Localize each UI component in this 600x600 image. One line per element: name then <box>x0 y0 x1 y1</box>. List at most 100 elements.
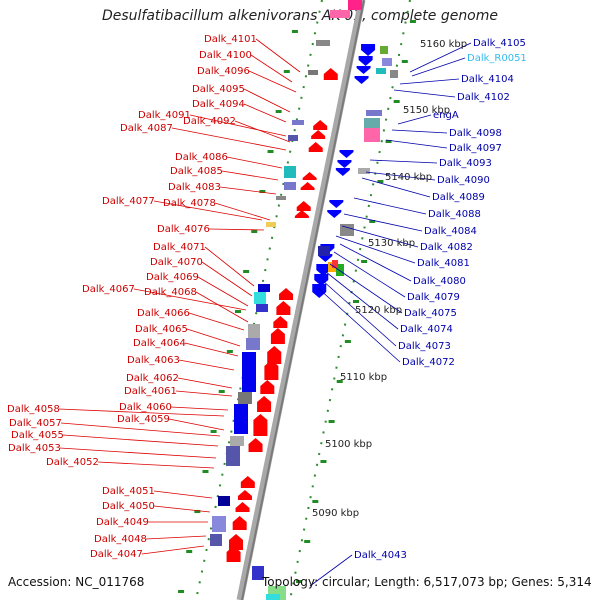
label-leader <box>329 263 403 314</box>
gene-block <box>358 168 370 174</box>
gene-label-right[interactable]: Dalk_4102 <box>457 92 510 103</box>
label-leader <box>214 202 271 221</box>
forward-gene <box>240 476 255 488</box>
label-leader <box>60 422 221 437</box>
tick-mark <box>296 580 303 583</box>
tick-mark <box>344 340 351 343</box>
gene-label-right[interactable]: Dalk_4097 <box>449 143 502 154</box>
gene-label-left[interactable]: Dalk_4100 <box>199 50 252 61</box>
gene-label-right[interactable]: Dalk_R0051 <box>467 53 527 64</box>
gene-label-left[interactable]: Dalk_4057 <box>9 418 62 429</box>
gene-label-left[interactable]: Dalk_4091 <box>138 110 191 121</box>
gene-label-left[interactable]: Dalk_4053 <box>8 443 61 454</box>
gene-label-left[interactable]: Dalk_4059 <box>117 414 170 425</box>
gene-label-right[interactable]: Dalk_4074 <box>400 324 453 335</box>
gene-block <box>254 292 266 304</box>
forward-gene <box>257 396 272 412</box>
gene-label-left[interactable]: Dalk_4077 <box>102 196 155 207</box>
gene-label-right[interactable]: Dalk_4075 <box>404 308 457 319</box>
gene-label-left[interactable]: Dalk_4061 <box>124 386 177 397</box>
gene-label-right[interactable]: Dalk_4105 <box>473 38 526 49</box>
gene-label-left[interactable]: Dalk_4095 <box>192 84 245 95</box>
reverse-gene <box>327 210 342 218</box>
label-leader <box>226 156 283 169</box>
gene-block <box>308 70 318 75</box>
label-leader <box>153 200 263 221</box>
forward-gene <box>308 142 323 152</box>
gene-label-right[interactable]: Dalk_4098 <box>449 128 502 139</box>
gene-label-left[interactable]: Dalk_4051 <box>102 486 155 497</box>
gene-label-left[interactable]: Dalk_4078 <box>163 198 216 209</box>
forward-gene <box>279 288 294 300</box>
gene-block <box>234 404 248 434</box>
forward-gene <box>260 380 275 394</box>
gene-block <box>336 264 344 276</box>
gene-label-left[interactable]: Dalk_4070 <box>150 257 203 268</box>
gene-label-right[interactable]: Dalk_4043 <box>354 550 407 561</box>
gene-label-left[interactable]: Dalk_4049 <box>96 517 149 528</box>
gene-label-left[interactable]: Dalk_4062 <box>126 373 179 384</box>
reverse-gene <box>358 56 373 66</box>
gene-label-right[interactable]: Dalk_4080 <box>413 276 466 287</box>
gene-label-left[interactable]: Dalk_4094 <box>192 99 245 110</box>
gene-label-right[interactable]: Dalk_4088 <box>428 209 481 220</box>
gene-label-right[interactable]: engA <box>433 110 459 121</box>
label-leader <box>201 261 253 297</box>
gene-label-left[interactable]: Dalk_4071 <box>153 242 206 253</box>
gene-label-left[interactable]: Dalk_4064 <box>133 338 186 349</box>
gene-label-left[interactable]: Dalk_4048 <box>94 534 147 545</box>
gene-label-left[interactable]: Dalk_4068 <box>144 287 197 298</box>
label-leader <box>197 276 249 307</box>
gene-label-left[interactable]: Dalk_4060 <box>119 402 172 413</box>
label-leader <box>341 225 419 248</box>
tick-mark <box>251 230 258 233</box>
gene-label-right[interactable]: Dalk_4082 <box>420 242 473 253</box>
gene-label-left[interactable]: Dalk_4086 <box>175 152 228 163</box>
gene-label-right[interactable]: Dalk_4072 <box>402 357 455 368</box>
gene-label-right[interactable]: Dalk_4093 <box>439 158 492 169</box>
label-leader <box>178 359 235 371</box>
tick-mark <box>291 30 298 33</box>
gene-label-left[interactable]: Dalk_4058 <box>7 404 60 415</box>
scale-label: 5130 kbp <box>368 238 415 249</box>
label-leader <box>177 377 233 389</box>
reverse-gene <box>337 160 352 168</box>
gene-label-left[interactable]: Dalk_4076 <box>157 224 210 235</box>
forward-gene <box>235 502 250 512</box>
gene-label-right[interactable]: Dalk_4073 <box>398 341 451 352</box>
forward-gene <box>300 182 315 190</box>
gene-label-left[interactable]: Dalk_4052 <box>46 457 99 468</box>
gene-label-left[interactable]: Dalk_4087 <box>120 123 173 134</box>
scale-label: 5090 kbp <box>312 508 359 519</box>
label-leader <box>333 251 406 298</box>
gene-block <box>284 166 296 178</box>
gene-label-left[interactable]: Dalk_4083 <box>168 182 221 193</box>
gene-label-left[interactable]: Dalk_4063 <box>127 355 180 366</box>
gene-label-right[interactable]: Dalk_4089 <box>432 192 485 203</box>
gene-label-left[interactable]: Dalk_4055 <box>11 430 64 441</box>
forward-gene <box>313 120 328 130</box>
gene-label-right[interactable]: Dalk_4079 <box>407 292 460 303</box>
gene-label-left[interactable]: Dalk_4069 <box>146 272 199 283</box>
gene-label-left[interactable]: Dalk_4065 <box>135 324 188 335</box>
gene-label-left[interactable]: Dalk_4050 <box>102 501 155 512</box>
gene-label-left[interactable]: Dalk_4092 <box>183 116 236 127</box>
gene-label-right[interactable]: Dalk_4090 <box>437 175 490 186</box>
gene-label-left[interactable]: Dalk_4096 <box>197 66 250 77</box>
gene-label-right[interactable]: Dalk_4104 <box>461 74 514 85</box>
topology-text: Topology: circular; Length: 6,517,073 bp… <box>262 575 592 589</box>
gene-label-right[interactable]: Dalk_4081 <box>417 258 470 269</box>
reverse-gene <box>329 200 344 208</box>
gene-label-right[interactable]: Dalk_4084 <box>424 226 477 237</box>
gene-label-left[interactable]: Dalk_4085 <box>170 166 223 177</box>
tick-mark <box>275 110 282 113</box>
gene-label-left[interactable]: Dalk_4067 <box>82 284 135 295</box>
scale-label: 5140 kbp <box>385 172 432 183</box>
gene-label-left[interactable]: Dalk_4066 <box>137 308 190 319</box>
gene-label-left[interactable]: Dalk_4101 <box>204 34 257 45</box>
gene-label-left[interactable]: Dalk_4047 <box>90 549 143 560</box>
tick-mark <box>267 150 274 153</box>
tick-mark <box>202 470 209 473</box>
label-leader <box>58 408 225 417</box>
label-leader <box>353 197 427 215</box>
